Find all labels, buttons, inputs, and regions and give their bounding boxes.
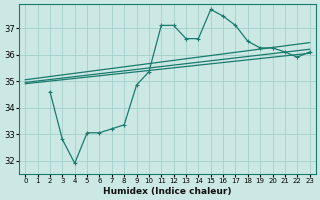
X-axis label: Humidex (Indice chaleur): Humidex (Indice chaleur) xyxy=(103,187,232,196)
